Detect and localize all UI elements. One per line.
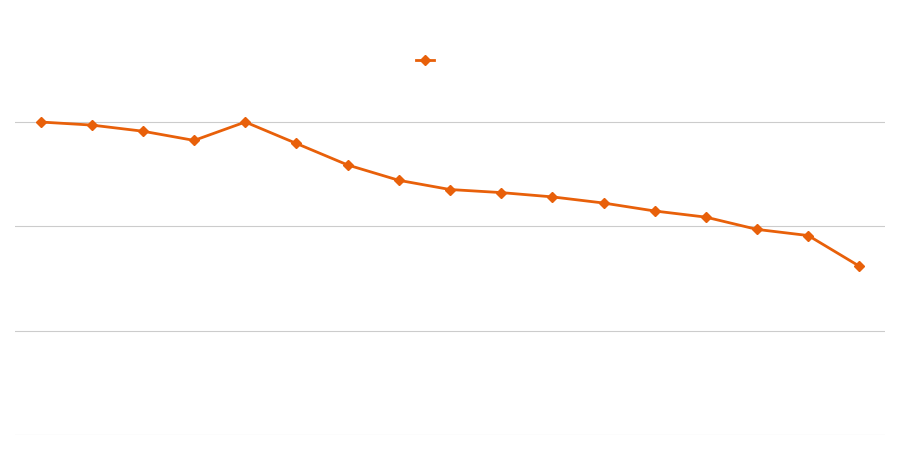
価格 — [240, 119, 251, 125]
価格 — [649, 208, 660, 214]
Legend: 価格: 価格 — [409, 45, 491, 76]
価格 — [854, 264, 865, 269]
価格 — [291, 141, 302, 146]
価格 — [598, 200, 609, 206]
Line: 価格: 価格 — [37, 118, 863, 270]
価格 — [342, 162, 353, 168]
価格 — [393, 178, 404, 183]
価格 — [700, 215, 711, 220]
価格 — [547, 194, 558, 200]
価格 — [138, 129, 148, 134]
価格 — [35, 119, 46, 125]
価格 — [803, 233, 814, 238]
価格 — [752, 227, 762, 232]
価格 — [496, 190, 507, 195]
価格 — [86, 122, 97, 128]
価格 — [189, 138, 200, 143]
価格 — [445, 187, 455, 192]
